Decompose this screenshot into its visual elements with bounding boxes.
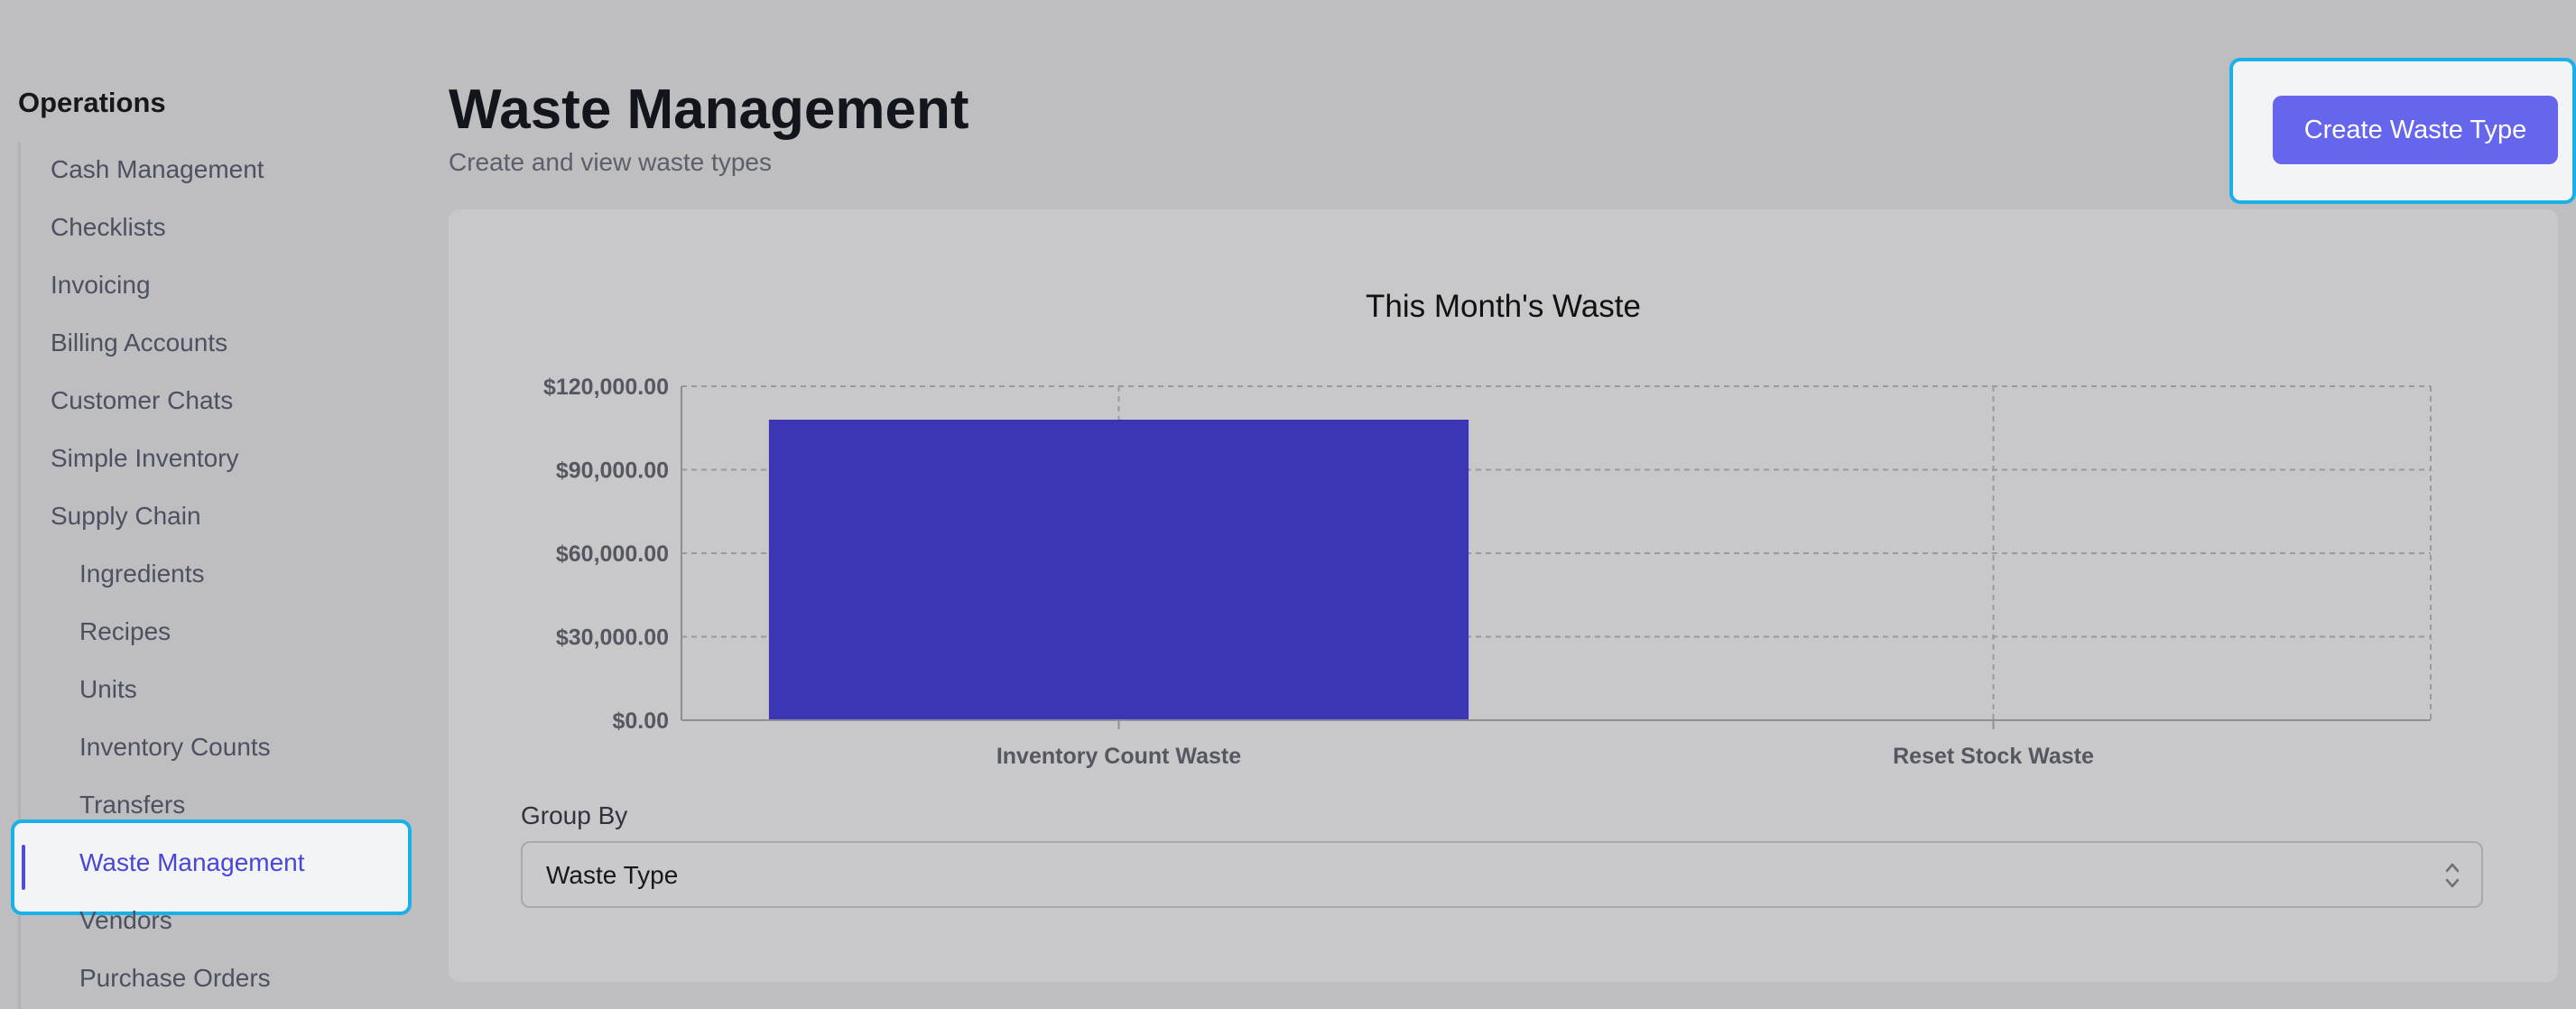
active-nav-highlight bbox=[11, 819, 412, 915]
waste-chart-card: This Month's Waste $0.00 $30,000.00 $60,00… bbox=[449, 209, 2558, 982]
sidebar-item-recipes[interactable]: Recipes bbox=[79, 617, 171, 645]
sidebar-item-vendors[interactable]: Vendors bbox=[79, 906, 172, 934]
sidebar-item-waste-management[interactable]: Waste Management bbox=[79, 848, 305, 876]
sidebar-heading: Operations bbox=[18, 87, 166, 118]
sidebar-item-inventory-counts[interactable]: Inventory Counts bbox=[79, 733, 271, 761]
sidebar-item-simple-inventory[interactable]: Simple Inventory bbox=[51, 444, 239, 472]
sidebar-item-cash-management[interactable]: Cash Management bbox=[51, 155, 264, 183]
active-indicator bbox=[22, 845, 25, 890]
waste-bar-chart: $0.00 $30,000.00 $60,000.00 $90,000.00 $120,… bbox=[543, 375, 2432, 769]
group-by-selected-value: Waste Type bbox=[546, 861, 679, 889]
y-tick-label: $120,000.00 bbox=[543, 375, 669, 400]
sidebar-item-purchase-orders[interactable]: Purchase Orders bbox=[79, 964, 271, 992]
sidebar-item-checklists[interactable]: Checklists bbox=[51, 213, 166, 241]
group-by-select[interactable]: Waste Type bbox=[521, 841, 2483, 908]
y-tick-label: $30,000.00 bbox=[556, 625, 669, 651]
bar bbox=[768, 420, 1469, 720]
sidebar-item-billing-accounts[interactable]: Billing Accounts bbox=[51, 329, 228, 356]
sidebar-item-transfers[interactable]: Transfers bbox=[79, 791, 186, 819]
sidebar-item-units[interactable]: Units bbox=[79, 675, 137, 703]
x-tick-label: Reset Stock Waste bbox=[1893, 744, 2094, 769]
y-tick-label: $0.00 bbox=[612, 708, 669, 734]
sidebar-item-customer-chats[interactable]: Customer Chats bbox=[51, 386, 234, 414]
sidebar: Operations Cash Management Checklists In… bbox=[0, 0, 424, 1009]
create-waste-type-button[interactable]: Create Waste Type bbox=[2273, 96, 2558, 164]
chart-title: This Month's Waste bbox=[1366, 289, 1641, 324]
page-subtitle: Create and view waste types bbox=[449, 148, 772, 176]
page-title: Waste Management bbox=[449, 79, 969, 141]
sidebar-item-ingredients[interactable]: Ingredients bbox=[79, 560, 205, 588]
sidebar-item-supply-chain[interactable]: Supply Chain bbox=[51, 502, 201, 530]
sidebar-item-invoicing[interactable]: Invoicing bbox=[51, 271, 151, 299]
chevron-up-down-icon bbox=[2445, 863, 2460, 888]
group-by-label: Group By bbox=[521, 801, 628, 829]
sidebar-track bbox=[18, 143, 21, 1009]
y-tick-label: $60,000.00 bbox=[556, 542, 669, 567]
x-tick-label: Inventory Count Waste bbox=[996, 744, 1241, 769]
y-tick-label: $90,000.00 bbox=[556, 458, 669, 484]
